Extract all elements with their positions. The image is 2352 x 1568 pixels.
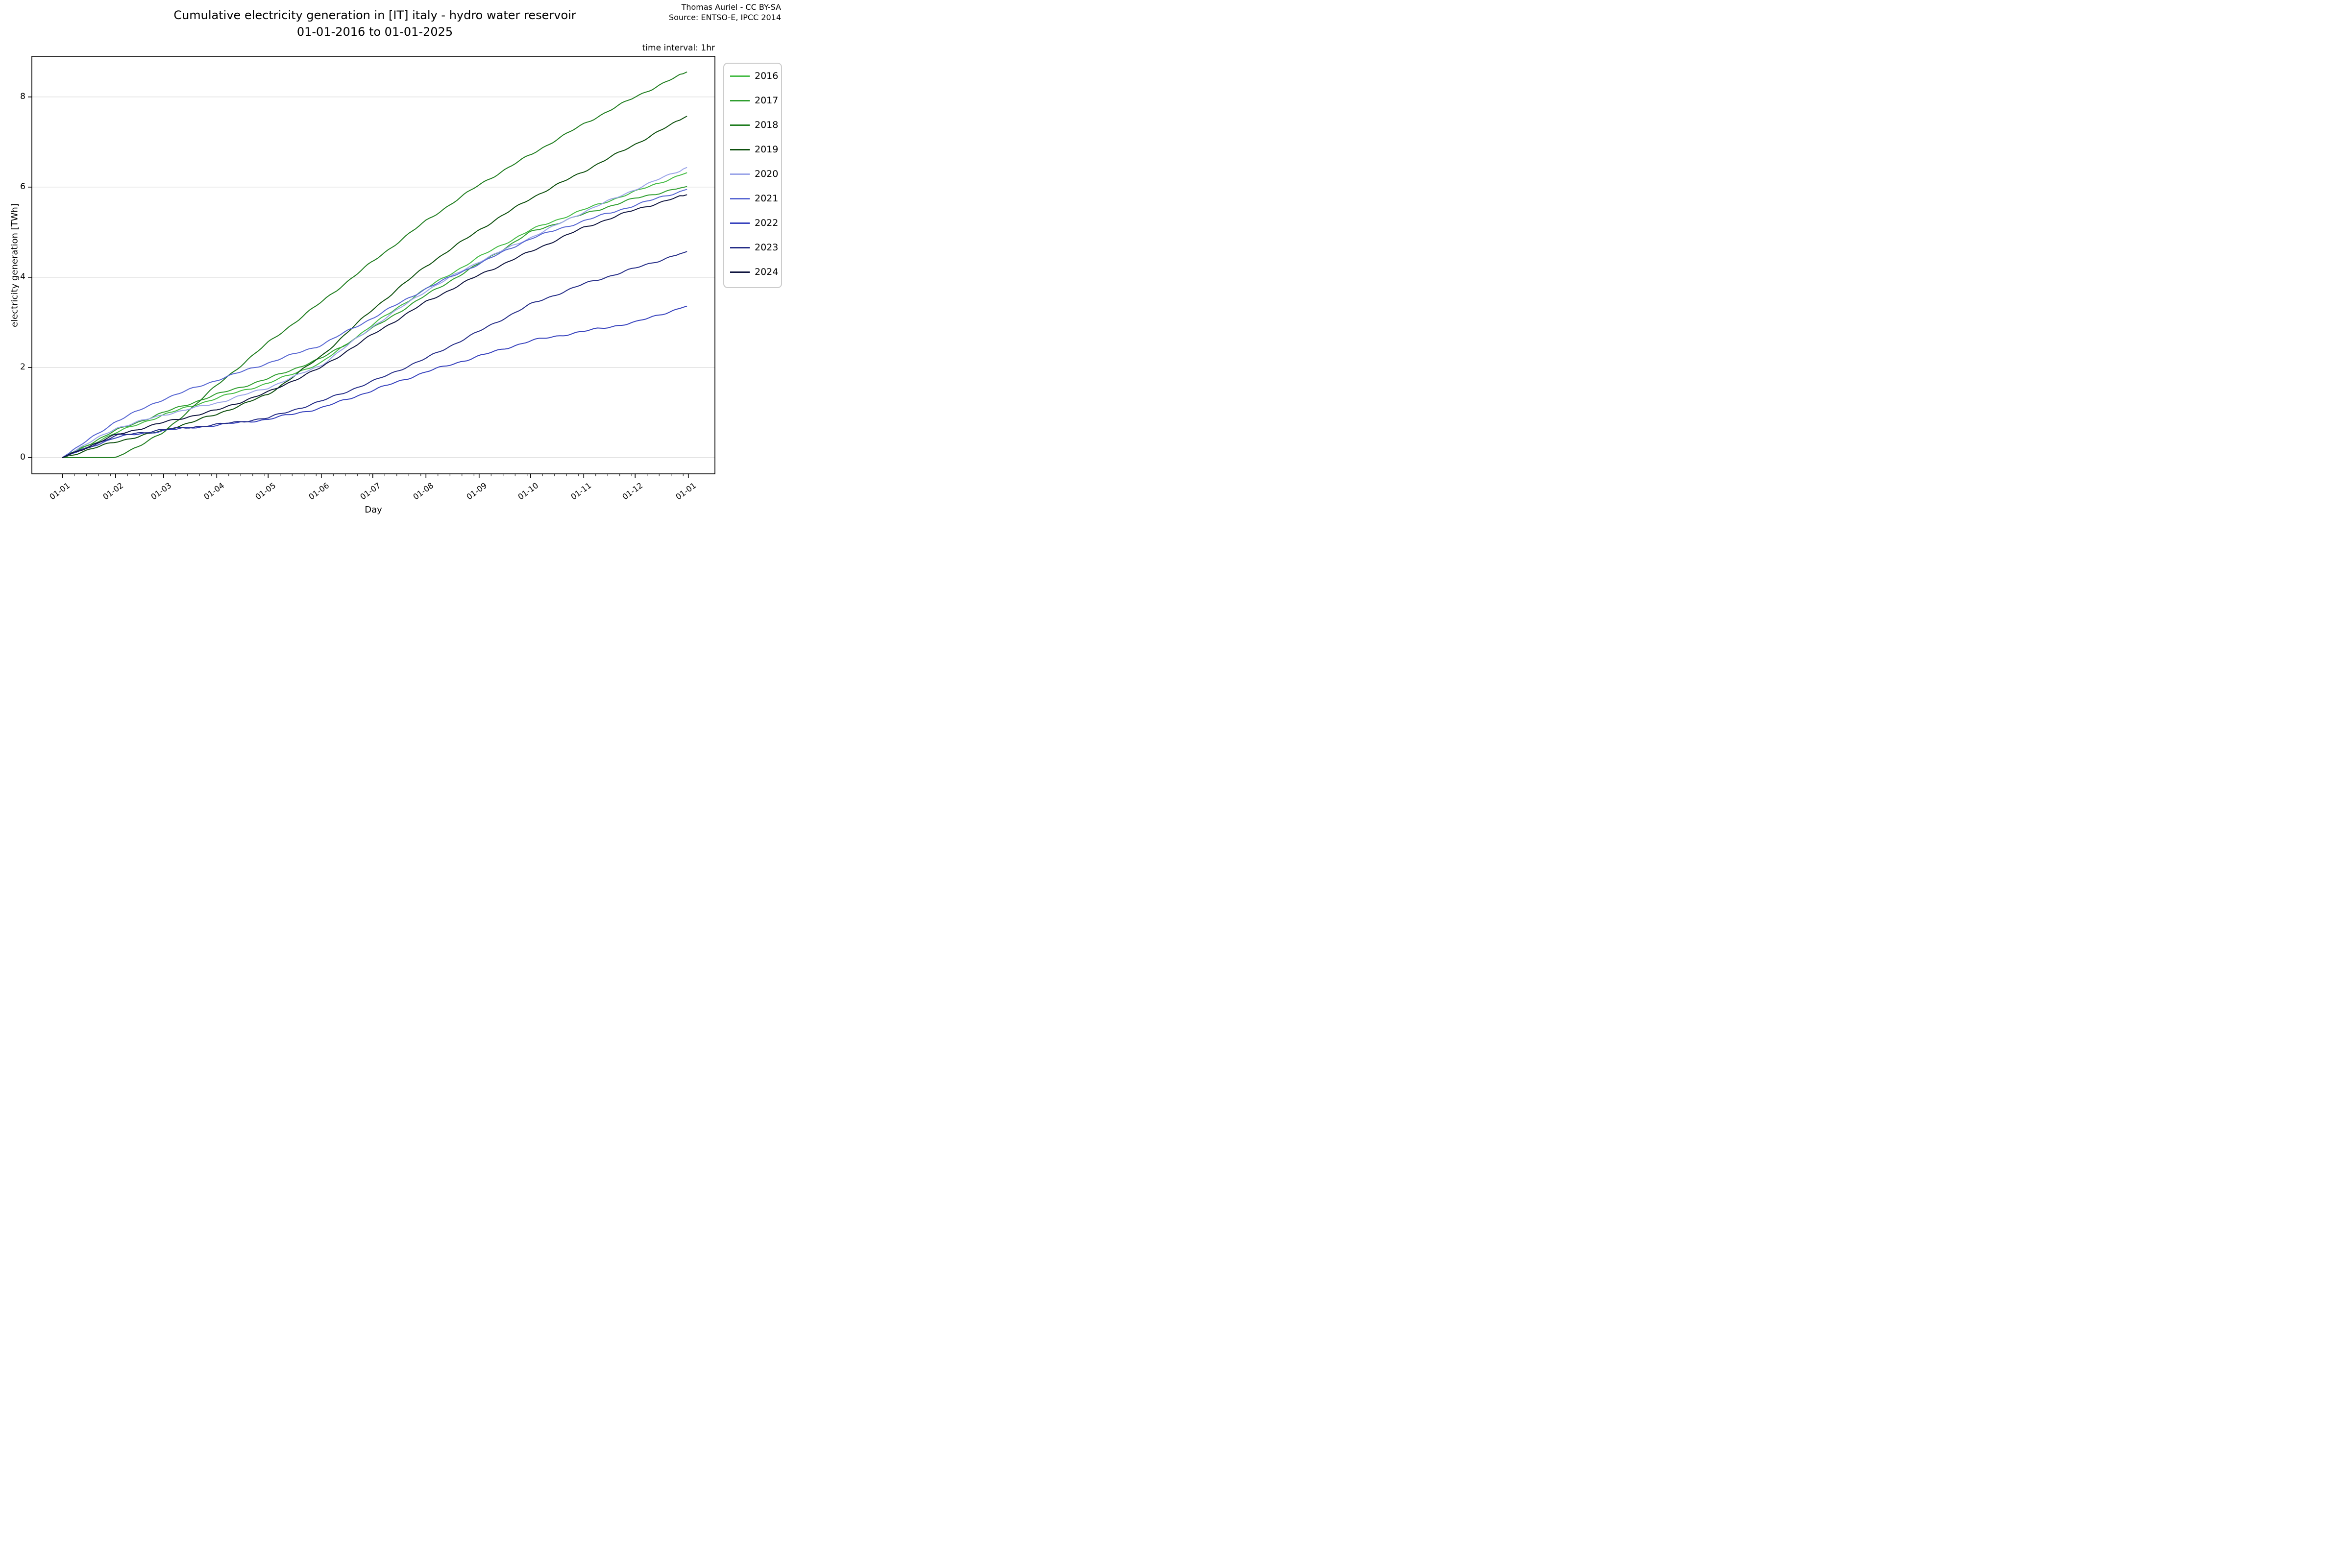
- legend-label-2018: 2018: [755, 120, 779, 130]
- legend-label-2022: 2022: [755, 218, 779, 228]
- y-tick-label: 4: [20, 271, 25, 282]
- series-line-2019: [62, 116, 687, 458]
- series-line-2023: [62, 251, 687, 458]
- legend-label-2019: 2019: [755, 144, 779, 155]
- legend-swatch-2017: [730, 99, 750, 101]
- plot-frame: [31, 56, 715, 474]
- legend-item-2021: 2021: [724, 186, 781, 211]
- legend-item-2024: 2024: [724, 260, 781, 284]
- chart-title: Cumulative electricity generation in [IT…: [173, 8, 576, 22]
- legend-item-2022: 2022: [724, 211, 781, 235]
- legend-label-2020: 2020: [755, 169, 779, 179]
- legend-label-2016: 2016: [755, 71, 779, 81]
- legend-item-2018: 2018: [724, 113, 781, 137]
- legend: 2016 2017 2018 2019 2020 2021 2022 2023 2024: [723, 63, 782, 288]
- attribution-author: Thomas Auriel - CC BY-SA: [681, 2, 781, 12]
- attribution: Thomas Auriel - CC BY-SA Source: ENTSO-E…: [669, 2, 781, 23]
- series-line-2017: [62, 186, 687, 458]
- series-line-2020: [62, 167, 687, 458]
- legend-label-2023: 2023: [755, 242, 779, 253]
- chart-subtitle: 01-01-2016 to 01-01-2025: [296, 25, 453, 39]
- y-tick-label: 8: [20, 91, 25, 101]
- legend-swatch-2020: [730, 173, 750, 175]
- y-tick-label: 6: [20, 181, 25, 192]
- series-line-2024: [62, 194, 687, 458]
- attribution-source: Source: ENTSO-E, IPCC 2014: [668, 13, 781, 22]
- legend-item-2023: 2023: [724, 235, 781, 260]
- legend-label-2021: 2021: [755, 193, 779, 204]
- legend-swatch-2021: [730, 197, 750, 199]
- legend-swatch-2024: [730, 271, 750, 273]
- legend-item-2016: 2016: [724, 64, 781, 88]
- y-tick-label: 2: [20, 362, 25, 372]
- legend-swatch-2019: [730, 148, 750, 150]
- y-tick-label: 0: [20, 452, 25, 462]
- legend-item-2017: 2017: [724, 88, 781, 113]
- y-axis-label: electricity generation [TWh]: [9, 203, 20, 327]
- x-axis-label: Day: [365, 505, 382, 515]
- legend-swatch-2022: [730, 222, 750, 224]
- legend-swatch-2016: [730, 75, 750, 77]
- series-line-2021: [62, 189, 687, 458]
- plot-area: [28, 56, 715, 478]
- legend-item-2020: 2020: [724, 162, 781, 186]
- legend-label-2017: 2017: [755, 95, 779, 106]
- legend-swatch-2018: [730, 124, 750, 126]
- legend-label-2024: 2024: [755, 267, 779, 277]
- time-interval-note: time interval: 1hr: [642, 43, 715, 53]
- series-line-2022: [62, 305, 687, 458]
- legend-swatch-2023: [730, 246, 750, 248]
- series-line-2018: [62, 72, 687, 458]
- legend-item-2019: 2019: [724, 137, 781, 162]
- series-line-2016: [62, 172, 687, 458]
- figure: Cumulative electricity generation in [IT…: [0, 0, 784, 523]
